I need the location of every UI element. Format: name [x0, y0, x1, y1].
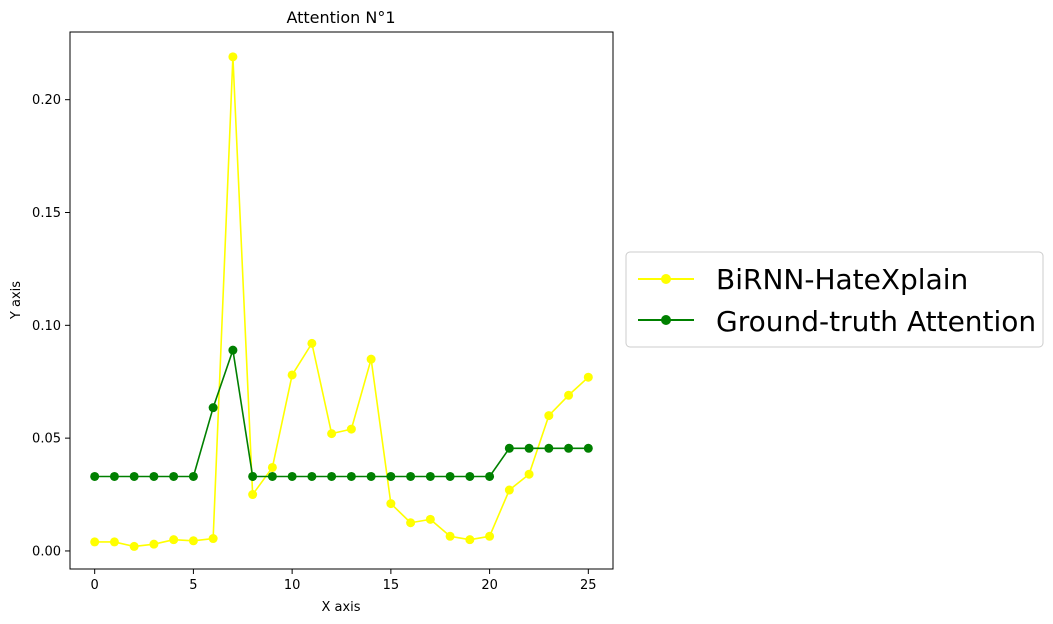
data-point-ground-truth	[524, 443, 534, 453]
data-point-ground-truth	[287, 471, 297, 481]
data-point-birnn	[90, 537, 100, 547]
data-point-ground-truth	[327, 471, 337, 481]
y-tick-label: 0.15	[32, 206, 61, 221]
data-point-ground-truth	[366, 471, 376, 481]
data-point-birnn	[544, 411, 554, 421]
data-point-birnn	[366, 354, 376, 364]
data-point-ground-truth	[307, 471, 317, 481]
data-point-ground-truth	[346, 471, 356, 481]
data-point-birnn	[248, 490, 258, 500]
legend-marker-ground-truth	[661, 315, 671, 325]
series-birnn	[90, 52, 593, 551]
y-tick-label: 0.20	[32, 93, 61, 108]
data-point-birnn	[208, 534, 218, 544]
data-point-birnn	[228, 52, 238, 62]
y-tick-label: 0.00	[32, 544, 61, 559]
data-point-birnn	[425, 514, 435, 524]
data-point-birnn	[287, 370, 297, 380]
legend-label-birnn: BiRNN-HateXplain	[716, 263, 968, 296]
series-ground-truth	[90, 345, 593, 481]
data-point-birnn	[109, 537, 119, 547]
data-point-birnn	[445, 531, 455, 541]
data-point-birnn	[583, 372, 593, 382]
x-tick-label: 10	[284, 578, 301, 593]
x-tick-label: 15	[383, 578, 400, 593]
plot-frame	[69, 31, 614, 570]
data-point-ground-truth	[504, 443, 514, 453]
chart-title: Attention N°1	[286, 8, 395, 27]
x-tick-label: 0	[91, 578, 99, 593]
data-point-ground-truth	[465, 471, 475, 481]
data-point-birnn	[129, 541, 139, 551]
data-point-ground-truth	[267, 471, 277, 481]
data-point-ground-truth	[208, 403, 218, 413]
data-point-birnn	[149, 539, 159, 549]
x-ticks: 0 5 10 15 20 25	[91, 569, 597, 593]
legend: BiRNN-HateXplain Ground-truth Attention	[625, 251, 1044, 348]
data-point-ground-truth	[149, 471, 159, 481]
data-point-birnn	[406, 518, 416, 528]
series-layer	[90, 52, 593, 551]
legend-marker-birnn	[661, 274, 671, 284]
data-point-ground-truth	[129, 471, 139, 481]
y-tick-label: 0.10	[32, 319, 61, 334]
data-point-birnn	[188, 536, 198, 546]
y-tick-label: 0.05	[32, 432, 61, 447]
data-point-ground-truth	[564, 443, 574, 453]
data-point-ground-truth	[406, 471, 416, 481]
data-point-birnn	[485, 531, 495, 541]
data-point-ground-truth	[228, 345, 238, 355]
y-axis-title: Y axis	[9, 281, 24, 320]
plot-area: 0 5 10 15 20 25 0.00 0.05 0.10 0.15 0.20	[32, 31, 614, 593]
data-point-ground-truth	[248, 471, 258, 481]
x-tick-label: 5	[189, 578, 197, 593]
x-axis-title: X axis	[321, 600, 360, 615]
data-point-birnn	[386, 499, 396, 509]
data-point-birnn	[465, 535, 475, 545]
data-point-birnn	[307, 338, 317, 348]
data-point-birnn	[169, 535, 179, 545]
data-point-birnn	[346, 424, 356, 434]
data-point-ground-truth	[169, 471, 179, 481]
data-point-birnn	[267, 462, 277, 472]
data-point-ground-truth	[425, 471, 435, 481]
data-point-ground-truth	[90, 471, 100, 481]
data-point-birnn	[327, 429, 337, 439]
x-tick-label: 25	[580, 578, 597, 593]
data-point-ground-truth	[485, 471, 495, 481]
data-point-birnn	[524, 469, 534, 479]
data-point-ground-truth	[188, 471, 198, 481]
data-point-ground-truth	[583, 443, 593, 453]
data-point-ground-truth	[109, 471, 119, 481]
data-point-ground-truth	[386, 471, 396, 481]
y-ticks: 0.00 0.05 0.10 0.15 0.20	[32, 93, 70, 559]
legend-label-ground-truth: Ground-truth Attention	[716, 305, 1036, 338]
data-point-ground-truth	[544, 443, 554, 453]
data-point-ground-truth	[445, 471, 455, 481]
x-tick-label: 20	[481, 578, 498, 593]
data-point-birnn	[504, 485, 514, 495]
data-point-birnn	[564, 390, 574, 400]
legend-frame	[625, 251, 1044, 348]
